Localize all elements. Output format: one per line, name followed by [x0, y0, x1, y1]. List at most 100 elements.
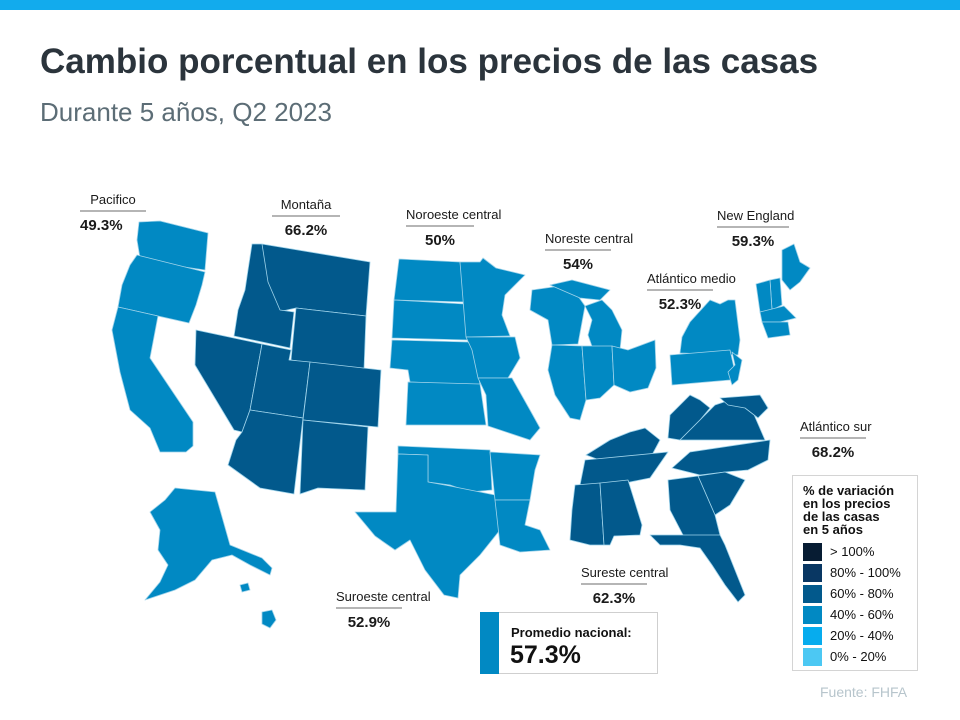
state-wyoming — [290, 307, 367, 371]
state-north-dakota — [393, 258, 466, 303]
region-east-north-central — [529, 279, 657, 421]
national-average-accent-bar — [480, 612, 499, 674]
region-name: Atlántico sur — [800, 419, 872, 439]
state-ohio — [611, 339, 657, 393]
source-credit: Fuente: FHFA — [820, 684, 908, 700]
state-pennsylvania — [669, 349, 736, 386]
legend-item-label: 60% - 80% — [830, 586, 894, 601]
state-west-virginia — [667, 394, 711, 441]
state-colorado — [302, 361, 382, 428]
region-value: 68.2% — [811, 444, 855, 461]
state-nebraska — [389, 339, 481, 386]
legend-item-label: 80% - 100% — [830, 565, 901, 580]
legend-title: % de variación en los precios de las cas… — [803, 484, 917, 536]
region-east-south-central — [569, 427, 669, 546]
legend-title-line: de las casas — [803, 509, 880, 524]
legend-swatch — [803, 647, 822, 666]
state-hawaii — [261, 609, 277, 629]
state-texas — [354, 453, 501, 599]
region-name: Pacifico — [80, 192, 146, 212]
region-value: 52.9% — [347, 614, 391, 631]
region-west-south-central — [354, 445, 551, 599]
state-arkansas — [489, 451, 541, 501]
state-kansas — [405, 381, 487, 426]
state-illinois — [547, 344, 587, 421]
legend-title-line: en 5 años — [803, 522, 863, 537]
legend-swatch — [803, 605, 822, 624]
state-michigan-upper — [549, 279, 611, 301]
region-south-atlantic — [649, 394, 771, 603]
legend-swatch — [803, 542, 822, 561]
region-label-south-atlantic: Atlántico sur 68.2% — [794, 419, 872, 461]
legend-item-label: 40% - 60% — [830, 607, 894, 622]
region-label-east-south-central: Sureste central 62.3% — [566, 565, 668, 607]
region-name: Atlántico medio — [647, 271, 736, 291]
legend-item-label: 0% - 20% — [830, 649, 887, 664]
national-average-box: Promedio nacional: 57.3% — [480, 612, 658, 674]
legend-title-line: % de variación — [803, 483, 895, 498]
legend-item: 40% - 60% — [803, 604, 917, 625]
region-mountain — [194, 243, 382, 495]
state-tennessee — [579, 451, 669, 486]
legend-item: 80% - 100% — [803, 562, 917, 583]
state-minnesota — [459, 257, 526, 338]
national-average-value: 57.3% — [510, 641, 581, 669]
state-arizona — [227, 409, 304, 495]
state-oregon — [117, 254, 206, 324]
state-mississippi — [569, 482, 605, 546]
region-label-mountain: Montaña 66.2% — [272, 197, 340, 239]
region-label-west-south-central: Suroeste central 52.9% — [318, 589, 431, 631]
region-name: Noroeste central — [406, 207, 501, 227]
region-value: 54% — [562, 256, 594, 273]
state-hawaii-islands — [239, 582, 251, 593]
region-value: 66.2% — [284, 222, 328, 239]
region-value: 50% — [424, 232, 456, 249]
legend-item-label: > 100% — [830, 544, 875, 559]
legend-item: 60% - 80% — [803, 583, 917, 604]
state-california — [111, 306, 194, 453]
region-label-east-north-central: Noreste central 54% — [530, 231, 633, 273]
state-new-jersey — [727, 351, 743, 386]
national-average-label: Promedio nacional: — [511, 625, 632, 640]
region-name: Montaña — [272, 197, 340, 217]
state-alabama — [599, 479, 643, 546]
legend-item: > 100% — [803, 541, 917, 562]
state-connecticut-ri — [761, 321, 791, 339]
region-name: New England — [717, 208, 794, 228]
region-value: 62.3% — [592, 590, 636, 607]
legend-item-label: 20% - 40% — [830, 628, 894, 643]
state-indiana — [581, 345, 615, 401]
region-value: 52.3% — [658, 296, 702, 313]
state-alaska — [144, 487, 273, 601]
state-maryland-delaware — [719, 394, 769, 419]
legend: % de variación en los precios de las cas… — [792, 475, 918, 671]
top-accent-bar — [0, 0, 960, 10]
legend-item: 0% - 20% — [803, 646, 917, 667]
region-label-new-england: New England 59.3% — [710, 208, 796, 250]
page-title: Cambio porcentual en los precios de las … — [40, 42, 819, 81]
region-new-england — [755, 243, 811, 339]
region-value: 59.3% — [731, 233, 775, 250]
state-louisiana — [494, 499, 551, 553]
page-subtitle: Durante 5 años, Q2 2023 — [40, 97, 332, 127]
region-west-north-central — [389, 257, 541, 441]
state-florida — [649, 534, 746, 603]
region-label-pacific: Pacifico 49.3% — [80, 192, 146, 234]
legend-swatch — [803, 584, 822, 603]
legend-item: 20% - 40% — [803, 625, 917, 646]
region-value: 49.3% — [80, 217, 123, 234]
state-massachusetts — [759, 305, 797, 323]
state-maine — [781, 243, 811, 291]
state-south-dakota — [391, 299, 469, 341]
state-idaho — [233, 243, 295, 349]
legend-swatch — [803, 563, 822, 582]
state-new-mexico — [299, 419, 369, 495]
region-middle-atlantic — [669, 299, 743, 386]
legend-title-line: en los precios — [803, 496, 891, 511]
region-pacific — [111, 220, 277, 629]
state-vermont — [755, 279, 773, 313]
state-new-york — [679, 299, 741, 356]
region-name: Sureste central — [581, 565, 668, 585]
state-north-carolina — [671, 439, 771, 476]
